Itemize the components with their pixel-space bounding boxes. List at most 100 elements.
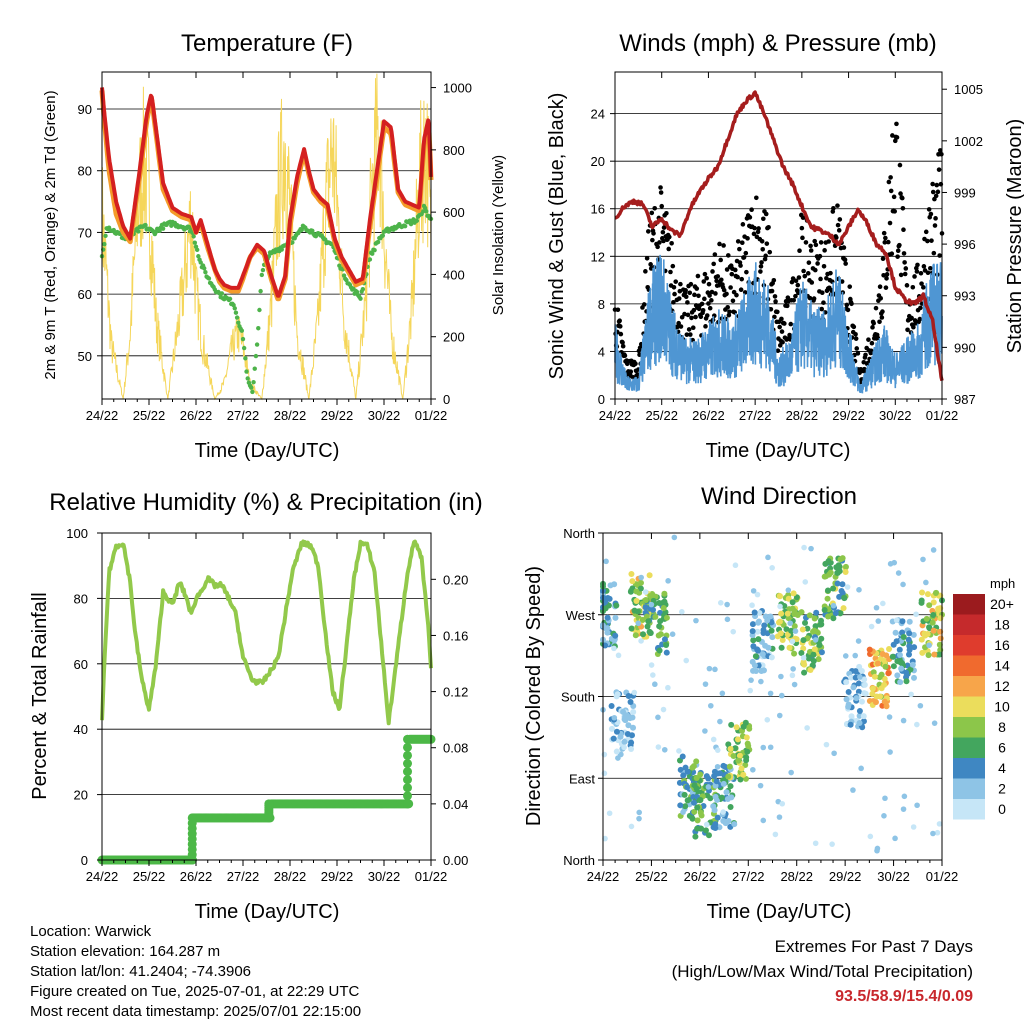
wind-direction-point bbox=[684, 768, 691, 775]
wind-direction-point bbox=[935, 605, 942, 612]
wind-direction-point bbox=[802, 619, 809, 626]
gust-point bbox=[772, 294, 778, 299]
wind-direction-point bbox=[755, 636, 762, 643]
gust-point bbox=[842, 257, 848, 263]
colorbar-title: mph bbox=[990, 576, 1015, 591]
y-right-tick-label: 0.12 bbox=[443, 685, 468, 700]
wind-direction-point bbox=[652, 681, 658, 688]
wind-direction-point bbox=[850, 787, 856, 793]
colorbar-swatch bbox=[953, 696, 985, 717]
dewpoint-point bbox=[257, 307, 262, 313]
gust-point bbox=[751, 231, 757, 237]
gust-point bbox=[712, 252, 718, 257]
wind-direction-point bbox=[748, 677, 754, 683]
gust-point bbox=[718, 277, 724, 283]
x-tick-label: 01/22 bbox=[415, 408, 448, 423]
dewpoint-point bbox=[380, 233, 386, 238]
x-tick-label: 28/22 bbox=[786, 408, 819, 423]
gust-point bbox=[866, 337, 871, 342]
gust-point bbox=[894, 135, 900, 140]
gust-point bbox=[660, 229, 666, 235]
wind-direction-point bbox=[827, 569, 834, 576]
gust-point bbox=[633, 361, 638, 367]
wind-direction-point bbox=[702, 681, 709, 687]
wind-direction-point bbox=[660, 605, 667, 612]
gust-point bbox=[771, 278, 777, 283]
gust-point bbox=[693, 314, 698, 320]
gust-point bbox=[688, 332, 693, 337]
gust-point bbox=[899, 195, 905, 201]
gust-point bbox=[929, 238, 934, 243]
dewpoint-point bbox=[252, 366, 257, 371]
wind-direction-point bbox=[918, 636, 925, 643]
gust-point bbox=[837, 217, 843, 222]
wind-direction-point bbox=[655, 714, 661, 721]
gust-point bbox=[912, 274, 917, 279]
wind-direction-point bbox=[769, 634, 776, 641]
wind-direction-point bbox=[663, 649, 670, 656]
y-tick-label: West bbox=[566, 608, 596, 623]
wind-direction-point bbox=[628, 587, 635, 594]
colorbar-label: 2 bbox=[998, 781, 1006, 797]
wind-direction-point bbox=[874, 847, 880, 854]
wind-direction-point bbox=[886, 714, 893, 720]
gust-point bbox=[892, 138, 898, 144]
gust-point bbox=[716, 282, 722, 288]
winds-ticks: 0 4 8 12 16 20 24 987 990 993 996 999 1002 1005 24/22 2… bbox=[591, 72, 983, 423]
wind-direction-point bbox=[742, 761, 749, 768]
wind-direction-point bbox=[842, 568, 849, 575]
gust-point bbox=[884, 276, 889, 281]
wind-direction-point bbox=[601, 751, 608, 758]
gust-point bbox=[763, 253, 768, 259]
dewpoint-point bbox=[136, 229, 141, 234]
wind-direction-point bbox=[652, 613, 659, 620]
y-right-tick-label: 600 bbox=[443, 205, 465, 220]
gust-point bbox=[698, 314, 704, 320]
wind-direction-point bbox=[894, 672, 901, 679]
extremes-heading: Extremes For Past 7 Days bbox=[774, 937, 973, 956]
gust-point bbox=[768, 306, 774, 312]
wind-direction-point bbox=[643, 613, 650, 620]
wind-direction-point bbox=[703, 821, 710, 828]
gust-point bbox=[885, 239, 891, 245]
gust-point bbox=[879, 315, 885, 320]
wind-direction-point bbox=[776, 592, 783, 599]
wind-direction-point bbox=[900, 634, 907, 641]
wind-direction-point bbox=[625, 692, 632, 699]
gust-point bbox=[818, 276, 823, 282]
dewpoint-point bbox=[253, 353, 259, 359]
gust-point bbox=[725, 305, 730, 310]
gust-point bbox=[895, 254, 900, 259]
wind-direction-point bbox=[767, 690, 774, 697]
gust-point bbox=[822, 248, 827, 253]
wind-direction-point bbox=[677, 802, 684, 809]
wind-direction-point bbox=[812, 637, 819, 643]
gust-point bbox=[701, 279, 707, 284]
wind-direction-point bbox=[808, 545, 814, 552]
gust-point bbox=[707, 305, 713, 311]
gust-point bbox=[921, 264, 927, 269]
colorbar-label: 20+ bbox=[990, 596, 1014, 612]
wind-direction-point bbox=[918, 599, 925, 606]
y-tick-label: 50 bbox=[78, 349, 92, 364]
wind-direction-point bbox=[661, 746, 668, 753]
wind-direction-point bbox=[869, 685, 876, 692]
y-tick-label: 0 bbox=[81, 853, 88, 868]
gust-point bbox=[678, 324, 684, 329]
wind-direction-point bbox=[712, 821, 719, 828]
wind-direction-point bbox=[896, 651, 903, 658]
wind-direction-point bbox=[769, 565, 775, 571]
wind-direction-point bbox=[752, 653, 759, 660]
gust-point bbox=[782, 321, 787, 326]
gust-point bbox=[745, 236, 750, 241]
x-tick-label: 28/22 bbox=[274, 408, 307, 423]
wind-direction-point bbox=[779, 800, 786, 807]
gust-point bbox=[682, 311, 687, 317]
wind-direction-point bbox=[718, 794, 725, 801]
wind-direction-point bbox=[786, 644, 793, 651]
x-tick-label: 26/22 bbox=[180, 408, 213, 423]
wind-direction-point bbox=[812, 840, 819, 847]
wind-direction-point bbox=[837, 610, 844, 617]
wind-direction-point bbox=[698, 812, 705, 819]
wind-direction-point bbox=[676, 748, 682, 754]
